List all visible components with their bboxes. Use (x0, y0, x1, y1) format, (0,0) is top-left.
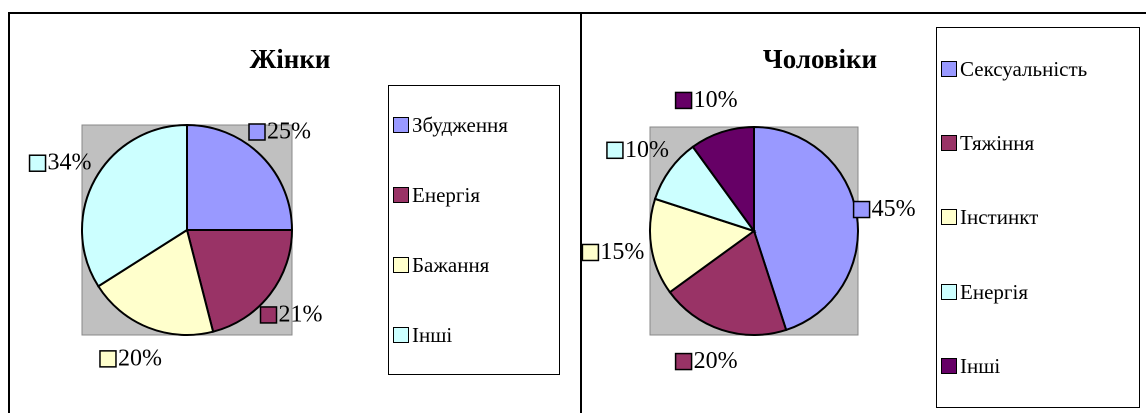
legend-entry: Інстинкт (941, 204, 1135, 230)
legend-swatch (941, 357, 957, 374)
legend-entry: Інші (393, 322, 555, 348)
legend-entry: Збудження (393, 112, 555, 138)
legend-label: Енергія (412, 183, 480, 207)
legend-swatch (393, 187, 409, 203)
legend-label: Інстинкт (960, 205, 1039, 230)
data-label: 10% (625, 137, 669, 163)
pie-slice (185, 229, 294, 333)
chart-panel (580, 12, 1146, 413)
legend-label: Бажання (412, 253, 490, 277)
legend-swatch (941, 283, 957, 300)
data-label: 34% (48, 150, 92, 176)
data-label: 20% (694, 348, 738, 374)
data-label: 20% (118, 345, 162, 371)
legend-label: Енергія (960, 279, 1028, 304)
pie-slice (668, 229, 788, 336)
legend-label: Сексуальність (960, 57, 1088, 82)
pie-slice (186, 123, 294, 231)
chart-title: Жінки (249, 44, 331, 74)
legend-entry: Інші (941, 353, 1135, 379)
legend-label: Інші (412, 323, 453, 347)
legend-swatch (393, 117, 409, 133)
legend-swatch (393, 257, 409, 273)
legend-entry: Бажання (393, 252, 555, 278)
label-swatch (581, 243, 600, 262)
data-label: 25% (267, 118, 311, 144)
pie-slice (691, 125, 755, 235)
legend-entry: Енергія (941, 279, 1135, 305)
legend-label: Інші (960, 353, 1001, 378)
legend-entry: Сексуальність (941, 56, 1135, 82)
pie-slice (649, 197, 757, 294)
legend: Збудження Енергія Бажання Інші (388, 85, 560, 375)
label-swatch (606, 141, 624, 160)
legend-swatch (393, 327, 409, 343)
label-swatch (259, 306, 278, 324)
data-label: 15% (600, 239, 644, 265)
legend-swatch (941, 135, 957, 152)
legend-label: Тяжіння (960, 131, 1035, 156)
pie-slice (96, 228, 215, 336)
data-label: 10% (694, 87, 738, 113)
legend-label: Збудження (412, 113, 508, 137)
label-swatch (28, 154, 47, 172)
data-label: 45% (872, 196, 916, 222)
label-swatch (99, 350, 117, 368)
label-swatch (852, 200, 871, 219)
label-swatch (248, 123, 266, 141)
label-swatch (674, 91, 693, 110)
chart-title: Чоловіки (762, 44, 878, 74)
legend-entry: Енергія (393, 182, 555, 208)
legend-entry: Тяжіння (941, 130, 1135, 156)
legend-swatch (941, 209, 957, 226)
pie-slice (81, 123, 188, 288)
data-label: 21% (279, 301, 323, 327)
legend-swatch (941, 61, 957, 78)
label-swatch (674, 352, 693, 371)
legend: Сексуальність Тяжіння Інстинкт Енергія Інші (936, 27, 1140, 408)
